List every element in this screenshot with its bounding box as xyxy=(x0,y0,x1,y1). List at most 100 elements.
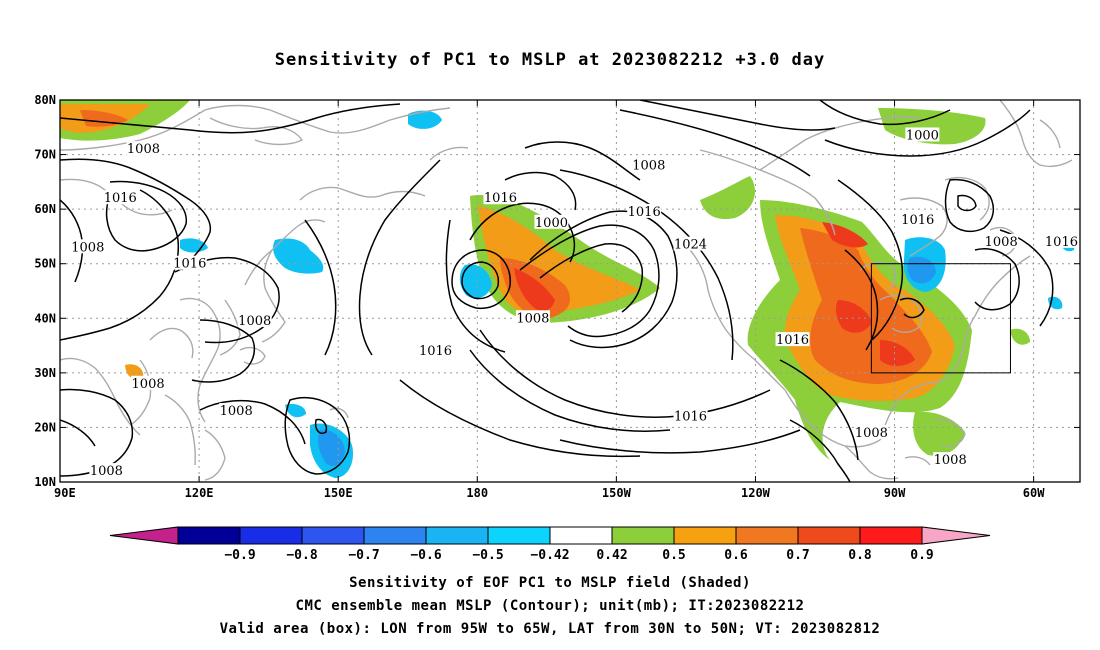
contour-label: 1016 xyxy=(1044,233,1079,250)
svg-text:1008: 1008 xyxy=(632,158,665,173)
colorbar-label: 0.6 xyxy=(724,548,748,563)
contour-label: 1016 xyxy=(627,203,662,220)
contour-label: 1016 xyxy=(673,408,708,425)
lat-tick-label: 20N xyxy=(34,420,56,434)
plot-frame xyxy=(59,99,1081,483)
contour-label: 1016 xyxy=(775,332,810,348)
svg-text:1008: 1008 xyxy=(71,240,104,255)
contour-label: 1008 xyxy=(70,239,105,255)
valid-area-box xyxy=(870,263,1011,374)
lat-tick-label: 60N xyxy=(34,202,56,216)
contour-label: 1008 xyxy=(219,403,254,419)
mslp-contours xyxy=(60,100,1054,482)
lon-tick-label: 60W xyxy=(1023,486,1045,500)
contour-label: 1008 xyxy=(854,424,889,441)
svg-text:1016: 1016 xyxy=(1045,235,1078,250)
colorbar-low-extension xyxy=(109,526,179,545)
contour-label: 1024 xyxy=(673,236,708,253)
contour-label: 1000 xyxy=(534,214,569,231)
lat-tick-label: 30N xyxy=(34,366,56,380)
colorbar-high-extension xyxy=(921,526,991,545)
svg-text:1008: 1008 xyxy=(985,235,1018,250)
colorbar-label: 0.8 xyxy=(848,548,872,563)
svg-text:1016: 1016 xyxy=(173,257,206,272)
contour-label: 1016 xyxy=(483,190,518,206)
contour-label: 1016 xyxy=(103,190,138,206)
svg-text:1016: 1016 xyxy=(104,191,137,206)
svg-text:1008: 1008 xyxy=(90,464,123,479)
colorbar-swatch xyxy=(177,526,241,545)
colorbar-swatch xyxy=(301,526,365,545)
svg-text:1000: 1000 xyxy=(906,128,939,143)
lat-axis: 80N 70N 60N 50N 40N 30N 20N 10N xyxy=(34,93,1080,489)
svg-text:1016: 1016 xyxy=(674,410,707,425)
lon-tick-label: 90E xyxy=(54,486,76,500)
lat-tick-label: 40N xyxy=(34,311,56,325)
svg-text:1008: 1008 xyxy=(934,453,967,468)
colorbar-label: 0.7 xyxy=(786,548,809,563)
contour-label: 1016 xyxy=(900,212,935,228)
lon-tick-label: 180 xyxy=(466,486,488,500)
colorbar-label: −0.42 xyxy=(530,548,569,563)
lat-tick-label: 80N xyxy=(34,93,56,107)
contour-label: 1016 xyxy=(172,255,207,272)
svg-text:1016: 1016 xyxy=(484,191,517,206)
svg-text:1016: 1016 xyxy=(419,344,452,359)
colorbar-swatch xyxy=(549,526,613,545)
graticule xyxy=(60,100,1080,482)
caption-valid-area: Valid area (box): LON from 95W to 65W, L… xyxy=(219,621,881,637)
colorbar-label: −0.6 xyxy=(410,548,441,563)
contour-label: 1008 xyxy=(89,463,124,479)
lat-tick-label: 70N xyxy=(34,148,56,162)
contour-label: 1008 xyxy=(984,233,1019,250)
svg-text:1008: 1008 xyxy=(855,426,888,441)
contour-label: 1000 xyxy=(905,127,940,143)
contour-label: 1008 xyxy=(237,313,272,329)
svg-text:1008: 1008 xyxy=(516,311,549,326)
lon-tick-label: 120E xyxy=(185,486,214,500)
lon-tick-label: 120W xyxy=(741,486,771,500)
lon-tick-label: 150E xyxy=(324,486,353,500)
contour-label: 1008 xyxy=(515,310,550,326)
colorbar-label: 0.42 xyxy=(596,548,627,563)
colorbar-swatch xyxy=(611,526,675,545)
colorbar-label: 0.5 xyxy=(662,548,685,563)
lat-tick-label: 10N xyxy=(34,475,56,489)
contour-label: 1008 xyxy=(933,452,968,468)
contour-label: 1008 xyxy=(126,141,161,157)
lat-tick-label: 50N xyxy=(34,257,56,271)
sensitivity-map: 1008 1016 1008 1016 1008 1008 1008 1008 1016 1016… xyxy=(34,93,1081,563)
lon-axis: 90E 120E 150E 180 150W 120W 90W 60W xyxy=(54,100,1045,500)
colorbar-label: 0.9 xyxy=(910,548,933,563)
svg-text:1016: 1016 xyxy=(628,205,661,220)
colorbar-swatch xyxy=(797,526,861,545)
contour-label-layer: 1008 1016 1008 1016 1008 1008 1008 1008 1016 1016… xyxy=(70,127,1079,479)
colorbar-swatch xyxy=(425,526,489,545)
contour-label: 1008 xyxy=(131,375,166,392)
contour-label: 1008 xyxy=(631,157,666,173)
svg-text:1016: 1016 xyxy=(901,213,934,228)
colorbar-swatch xyxy=(363,526,427,545)
colorbar-label: −0.5 xyxy=(472,548,503,563)
svg-text:1008: 1008 xyxy=(132,377,165,392)
colorbar-swatch xyxy=(673,526,737,545)
contour-label: 1016 xyxy=(418,343,453,359)
colorbar-swatch xyxy=(735,526,799,545)
svg-text:1008: 1008 xyxy=(220,404,253,419)
caption-shaded: Sensitivity of EOF PC1 to MSLP field (Sh… xyxy=(349,575,751,591)
colorbar-swatch xyxy=(239,526,303,545)
colorbar-label: −0.8 xyxy=(286,548,317,563)
colorbar-swatch xyxy=(487,526,551,545)
svg-text:1016: 1016 xyxy=(776,333,809,348)
map-title: Sensitivity of PC1 to MSLP at 2023082212… xyxy=(274,50,826,70)
lon-tick-label: 150W xyxy=(602,486,632,500)
svg-text:1008: 1008 xyxy=(238,314,271,329)
colorbar-label: −0.9 xyxy=(224,548,255,563)
svg-text:1000: 1000 xyxy=(535,216,568,231)
colorbar-swatch xyxy=(859,526,923,545)
caption-contour: CMC ensemble mean MSLP (Contour); unit(m… xyxy=(295,598,805,614)
colorbar-label: −0.7 xyxy=(348,548,379,563)
lon-tick-label: 90W xyxy=(884,486,906,500)
colorbar: −0.9 −0.8 −0.7 −0.6 −0.5 −0.42 0.42 0.5 0.6 0.7 0.… xyxy=(109,526,991,563)
svg-text:1024: 1024 xyxy=(674,238,707,253)
